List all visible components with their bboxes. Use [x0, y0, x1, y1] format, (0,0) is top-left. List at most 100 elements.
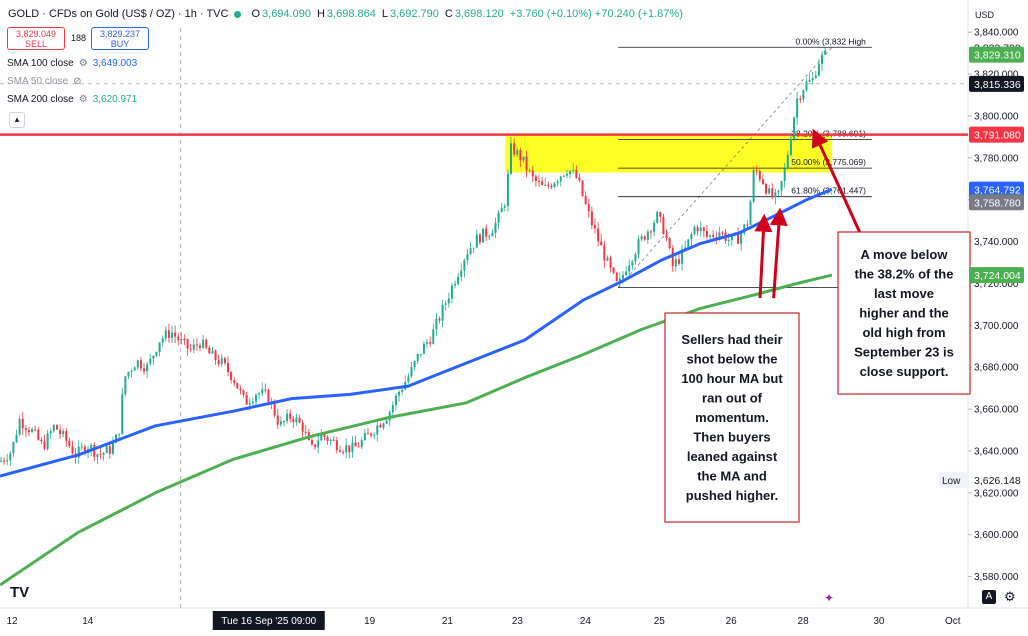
settings-icon[interactable]: ⚙: [78, 94, 88, 105]
fib-level-label: 0.00% (3,832 High: [796, 36, 867, 46]
price-label: 3,758.780: [974, 197, 1021, 209]
candle-body: [677, 259, 680, 264]
candle-body: [357, 446, 360, 448]
spread-value: 188: [71, 33, 87, 43]
candle-body: [0, 460, 2, 462]
price-label: 3,829.310: [974, 50, 1021, 62]
candle-body: [24, 428, 27, 431]
candle-body: [223, 358, 226, 364]
indicator-sma50[interactable]: SMA 50 close ⊘: [7, 76, 87, 87]
candle-body: [562, 175, 565, 177]
annotation-text: momentum.: [695, 410, 769, 425]
hidden-eye-icon[interactable]: ⊘: [73, 76, 82, 87]
gear-icon[interactable]: ⚙: [1004, 589, 1016, 604]
candle-body: [217, 360, 220, 365]
candle-body: [556, 181, 559, 184]
candle-body: [245, 394, 248, 405]
x-tick-label: Oct: [945, 616, 961, 627]
annotation-arrow: [754, 213, 773, 299]
candle-body: [214, 350, 217, 361]
indicator-sma100[interactable]: SMA 100 close ⚙ 3,649.003: [7, 58, 137, 69]
price-label: 3,791.080: [974, 130, 1021, 142]
symbol-title[interactable]: GOLD · CFDs on Gold (US$ / OZ) · 1h · TV…: [8, 8, 229, 20]
settings-icon[interactable]: ⚙: [78, 58, 88, 69]
candle-body: [416, 353, 419, 361]
candle-body: [485, 228, 488, 237]
candle-body: [258, 393, 261, 395]
candle-body: [432, 329, 435, 344]
y-tick-label: 3,660.000: [974, 405, 1019, 416]
candle-body: [152, 355, 155, 359]
candle-body: [68, 440, 71, 447]
candle-body: [345, 445, 348, 453]
candle-body: [202, 339, 205, 348]
y-tick-label: 3,620.000: [974, 488, 1019, 499]
candle-body: [460, 270, 463, 277]
candle-body: [444, 303, 447, 305]
candle-body: [149, 358, 152, 364]
candle-body: [581, 180, 584, 196]
candle-body: [317, 440, 320, 448]
candle-body: [755, 170, 758, 172]
sell-button[interactable]: 3,829.049 SELL: [7, 27, 65, 50]
indicator-sma200[interactable]: SMA 200 close ⚙ 3,620.971: [7, 94, 137, 105]
candle-body: [615, 272, 618, 281]
candle-body: [373, 434, 376, 436]
candle-body: [304, 431, 307, 433]
buy-button[interactable]: 3,829.237 BUY: [91, 27, 149, 50]
candle-body: [572, 170, 575, 172]
candle-body: [656, 212, 659, 223]
sell-label: SELL: [24, 39, 48, 49]
candle-body: [146, 363, 149, 372]
annotation-text: September 23 is: [854, 344, 954, 359]
collapse-legend-button[interactable]: ▴: [9, 112, 25, 128]
candle-body: [550, 185, 553, 188]
currency-label[interactable]: USD: [975, 10, 995, 20]
auto-scale-button[interactable]: A: [982, 590, 996, 604]
sell-price: 3,829.049: [15, 29, 57, 39]
candle-body: [587, 204, 590, 212]
candle-body: [705, 231, 708, 237]
x-tick-label: 28: [798, 616, 810, 627]
plot-area: [0, 28, 968, 608]
candles: [0, 47, 827, 466]
change-value: +3.760 (+0.10%) +70.240 (+1.87%): [509, 8, 683, 20]
bolt-icon[interactable]: ✦: [824, 591, 835, 605]
candle-body: [578, 177, 581, 181]
candle-body: [180, 338, 183, 341]
candle-body: [730, 235, 733, 241]
x-tick-label: 14: [82, 616, 94, 627]
candle-body: [690, 234, 693, 240]
candle-body: [668, 238, 671, 249]
price-label-box: [969, 181, 1024, 198]
candle-body: [618, 278, 621, 281]
candle-body: [553, 183, 556, 188]
candle-body: [643, 236, 646, 240]
candle-body: [662, 216, 665, 234]
candle-body: [737, 233, 740, 244]
candle-body: [646, 231, 649, 240]
candle-body: [31, 429, 34, 433]
candle-body: [239, 388, 242, 391]
annotation-text: higher and the: [859, 305, 949, 320]
candle-body: [475, 234, 478, 248]
candle-body: [463, 260, 466, 271]
candle-body: [199, 345, 202, 348]
candle-body: [740, 233, 743, 244]
candle-body: [59, 429, 62, 435]
y-tick-label: 3,700.000: [974, 321, 1019, 332]
annotation-text: the 38.2% of the: [855, 266, 954, 281]
y-tick-label: 3,580.000: [974, 572, 1019, 583]
candle-body: [233, 380, 236, 383]
candle-body: [121, 394, 124, 434]
candle-body: [796, 98, 799, 118]
candle-body: [674, 259, 677, 267]
x-tick-label: 24: [580, 616, 592, 627]
chart-header: GOLD · CFDs on Gold (US$ / OZ) · 1h · TV…: [0, 0, 968, 28]
candle-body: [189, 348, 192, 350]
candle-body: [127, 371, 130, 377]
candle-body: [802, 90, 805, 100]
y-tick-label: 3,740.000: [974, 237, 1019, 248]
candle-body: [559, 176, 562, 182]
